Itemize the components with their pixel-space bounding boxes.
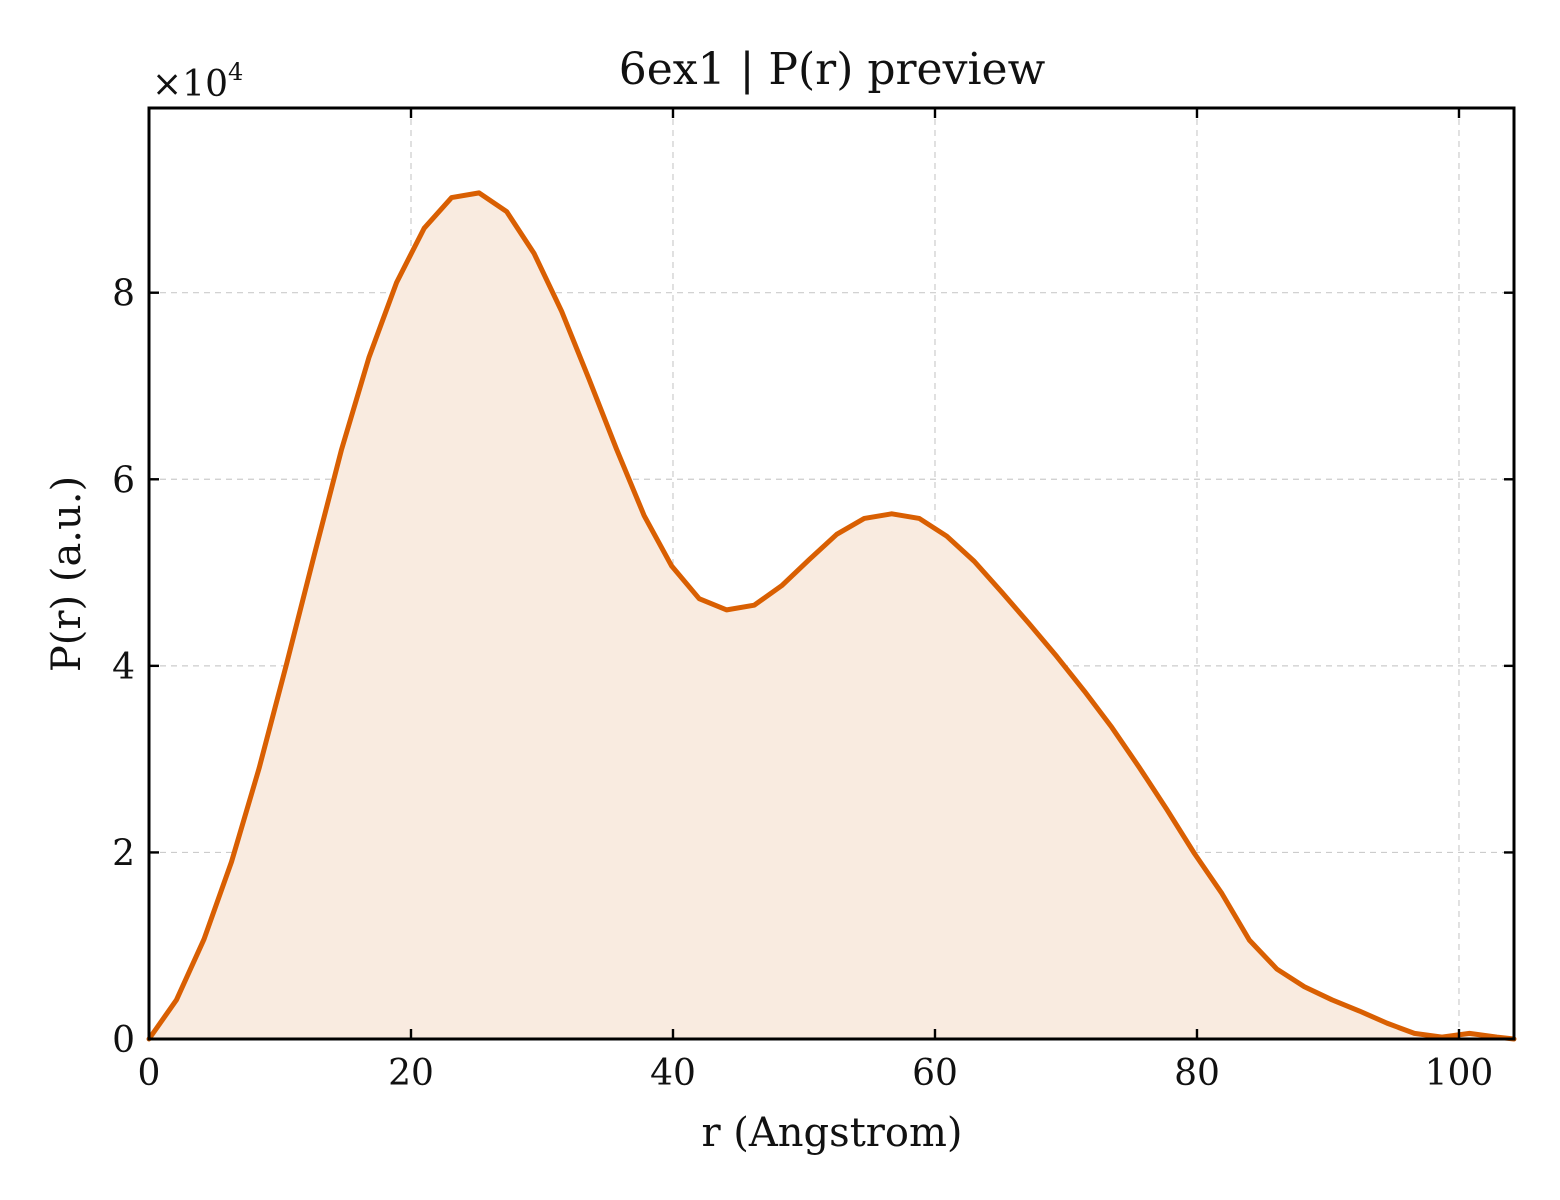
axes [147, 106, 1516, 1041]
y-multiplier-base: ×10 [152, 64, 228, 105]
x-tick-label: 20 [388, 1053, 434, 1094]
y-tick-label: 0 [112, 1020, 135, 1061]
y-multiplier-label: ×104 [152, 58, 243, 105]
plot-area [146, 190, 1517, 1042]
y-tick-label: 6 [112, 460, 135, 501]
labels: 6ex1 | P(r) preview r (Angstrom) P(r) (a… [44, 44, 1046, 1156]
x-tick-label: 40 [650, 1053, 696, 1094]
y-tick-label: 4 [112, 647, 135, 688]
y-tick-label: 2 [112, 833, 135, 874]
axes-frame [147, 106, 1516, 1041]
y-axis-label: P(r) (a.u.) [44, 476, 90, 672]
chart-title: 6ex1 | P(r) preview [619, 44, 1046, 95]
ticks: 0 20 40 60 80 100 0 2 4 6 8 [112, 108, 1514, 1094]
x-axis-label: r (Angstrom) [701, 1110, 962, 1156]
area-fill [149, 192, 1514, 1039]
x-tick-label: 80 [1174, 1053, 1220, 1094]
y-tick-label: 8 [112, 274, 135, 315]
y-multiplier-exponent: 4 [228, 58, 243, 86]
x-tick-label: 60 [912, 1053, 958, 1094]
series-line [146, 190, 1517, 1042]
x-tick-label: 100 [1425, 1053, 1494, 1094]
x-tick-label: 0 [138, 1053, 161, 1094]
